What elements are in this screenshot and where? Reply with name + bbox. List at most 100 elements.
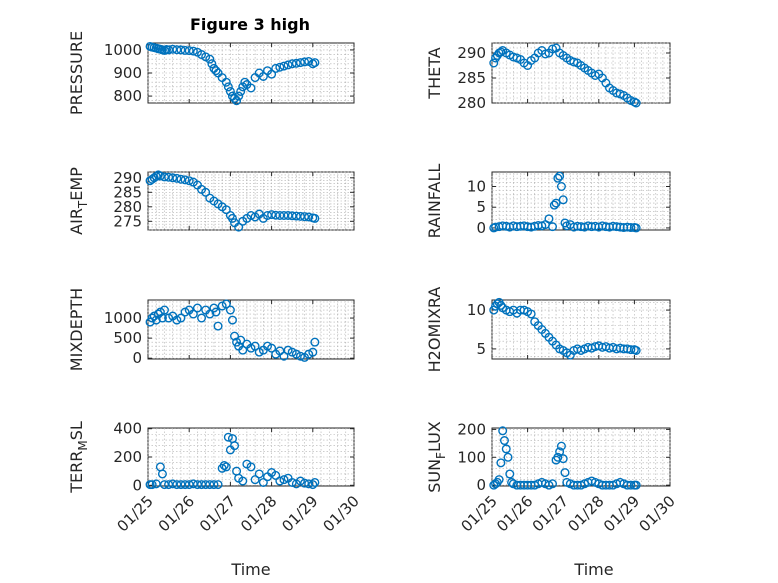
data-point (223, 432, 233, 442)
data-point (151, 315, 161, 325)
y-axis-label-suffix: EMP (67, 167, 86, 201)
data-point (308, 480, 318, 490)
data-point (211, 307, 221, 317)
y-tick-label: 1000 (104, 41, 142, 59)
data-point (626, 223, 636, 233)
data-point (295, 351, 305, 361)
y-axis-label-main: THETA (425, 47, 444, 99)
data-point (558, 454, 568, 464)
data-point (271, 470, 281, 480)
data-point (219, 460, 229, 470)
data-point (180, 175, 190, 185)
data-point (250, 341, 260, 351)
data-point (275, 476, 285, 486)
data-point (172, 173, 182, 183)
y-tick-label: 800 (113, 87, 142, 105)
data-point (496, 458, 506, 468)
data-point (227, 315, 237, 325)
data-point (159, 172, 169, 182)
data-point (544, 214, 554, 224)
subplot-rainfall: 0 5 10 RAINFALL (425, 164, 671, 239)
data-point (246, 462, 256, 472)
data-point (205, 54, 215, 64)
data-point (188, 46, 198, 56)
data-point (548, 479, 558, 489)
data-point (258, 477, 268, 487)
data-point (503, 452, 513, 462)
data-point (507, 477, 517, 487)
y-tick-label: 280 (457, 94, 486, 112)
data-point (221, 77, 231, 87)
y-axis-label-main: RAINFALL (425, 164, 444, 239)
y-axis-label-main: AIR (67, 208, 86, 235)
data-point (238, 345, 248, 355)
data-point (300, 478, 310, 488)
y-axis-label: PRESSURE (67, 31, 86, 115)
y-axis-label-subscript: T (76, 200, 90, 209)
data-point (555, 171, 565, 181)
y-axis-label-suffix: LUX (425, 421, 444, 452)
y-axis-label-main: PRESSURE (67, 31, 86, 115)
data-point (540, 49, 550, 59)
data-point (551, 198, 561, 208)
data-point (548, 44, 558, 54)
subplot-mixdepth: 0 500 1000 MIXDEPTH (67, 288, 355, 371)
data-point (275, 62, 285, 72)
data-point (548, 222, 558, 232)
data-point (267, 210, 277, 220)
data-point (631, 98, 641, 108)
x-tick-label: 01/26 (155, 492, 198, 535)
y-tick-label: 10 (467, 301, 486, 319)
data-point (164, 172, 174, 182)
data-point (207, 59, 217, 69)
y-tick-label: 280 (113, 198, 142, 216)
data-point (213, 321, 223, 331)
data-point (555, 447, 565, 457)
data-point (295, 58, 305, 68)
data-point (569, 57, 579, 67)
y-tick-label: 200 (457, 420, 486, 438)
data-point (223, 82, 233, 92)
data-point (308, 347, 318, 357)
data-point (496, 47, 506, 57)
data-point (221, 299, 231, 309)
data-point (225, 305, 235, 315)
data-point (230, 331, 240, 341)
y-axis-label: RAINFALL (425, 164, 444, 239)
data-point (631, 223, 641, 233)
y-axis-label: THETA (425, 47, 444, 99)
x-tick-label: 01/25 (458, 492, 501, 535)
data-point (626, 480, 636, 490)
y-tick-label: 500 (113, 329, 142, 347)
x-tick-label: 01/29 (278, 492, 321, 535)
data-point (246, 210, 256, 220)
x-tick-label: 01/29 (600, 492, 643, 535)
y-tick-label: 1000 (104, 309, 142, 327)
data-point (246, 83, 256, 93)
figure-title: Figure 3 high (190, 15, 310, 34)
data-point (157, 313, 167, 323)
y-tick-label: 900 (113, 64, 142, 82)
data-point (254, 469, 264, 479)
data-point (209, 480, 219, 490)
data-point (499, 436, 509, 446)
data-point (279, 475, 289, 485)
data-point (553, 173, 563, 183)
data-point (197, 313, 207, 323)
data-point (631, 480, 641, 490)
data-point (236, 86, 246, 96)
data-point (310, 58, 320, 68)
data-point (213, 480, 223, 490)
y-tick-label: 0 (476, 219, 486, 237)
data-point (496, 300, 506, 310)
data-point (240, 77, 250, 87)
y-axis-label-main: H2OMIXRA (425, 287, 444, 373)
data-point (489, 58, 499, 68)
data-point (505, 469, 515, 479)
data-point (283, 60, 293, 70)
x-tick-label: 01/30 (636, 492, 679, 535)
data-point (494, 475, 504, 485)
subplot-pressure: 800 900 1000 PRESSURE (67, 31, 355, 115)
data-point (157, 469, 167, 479)
